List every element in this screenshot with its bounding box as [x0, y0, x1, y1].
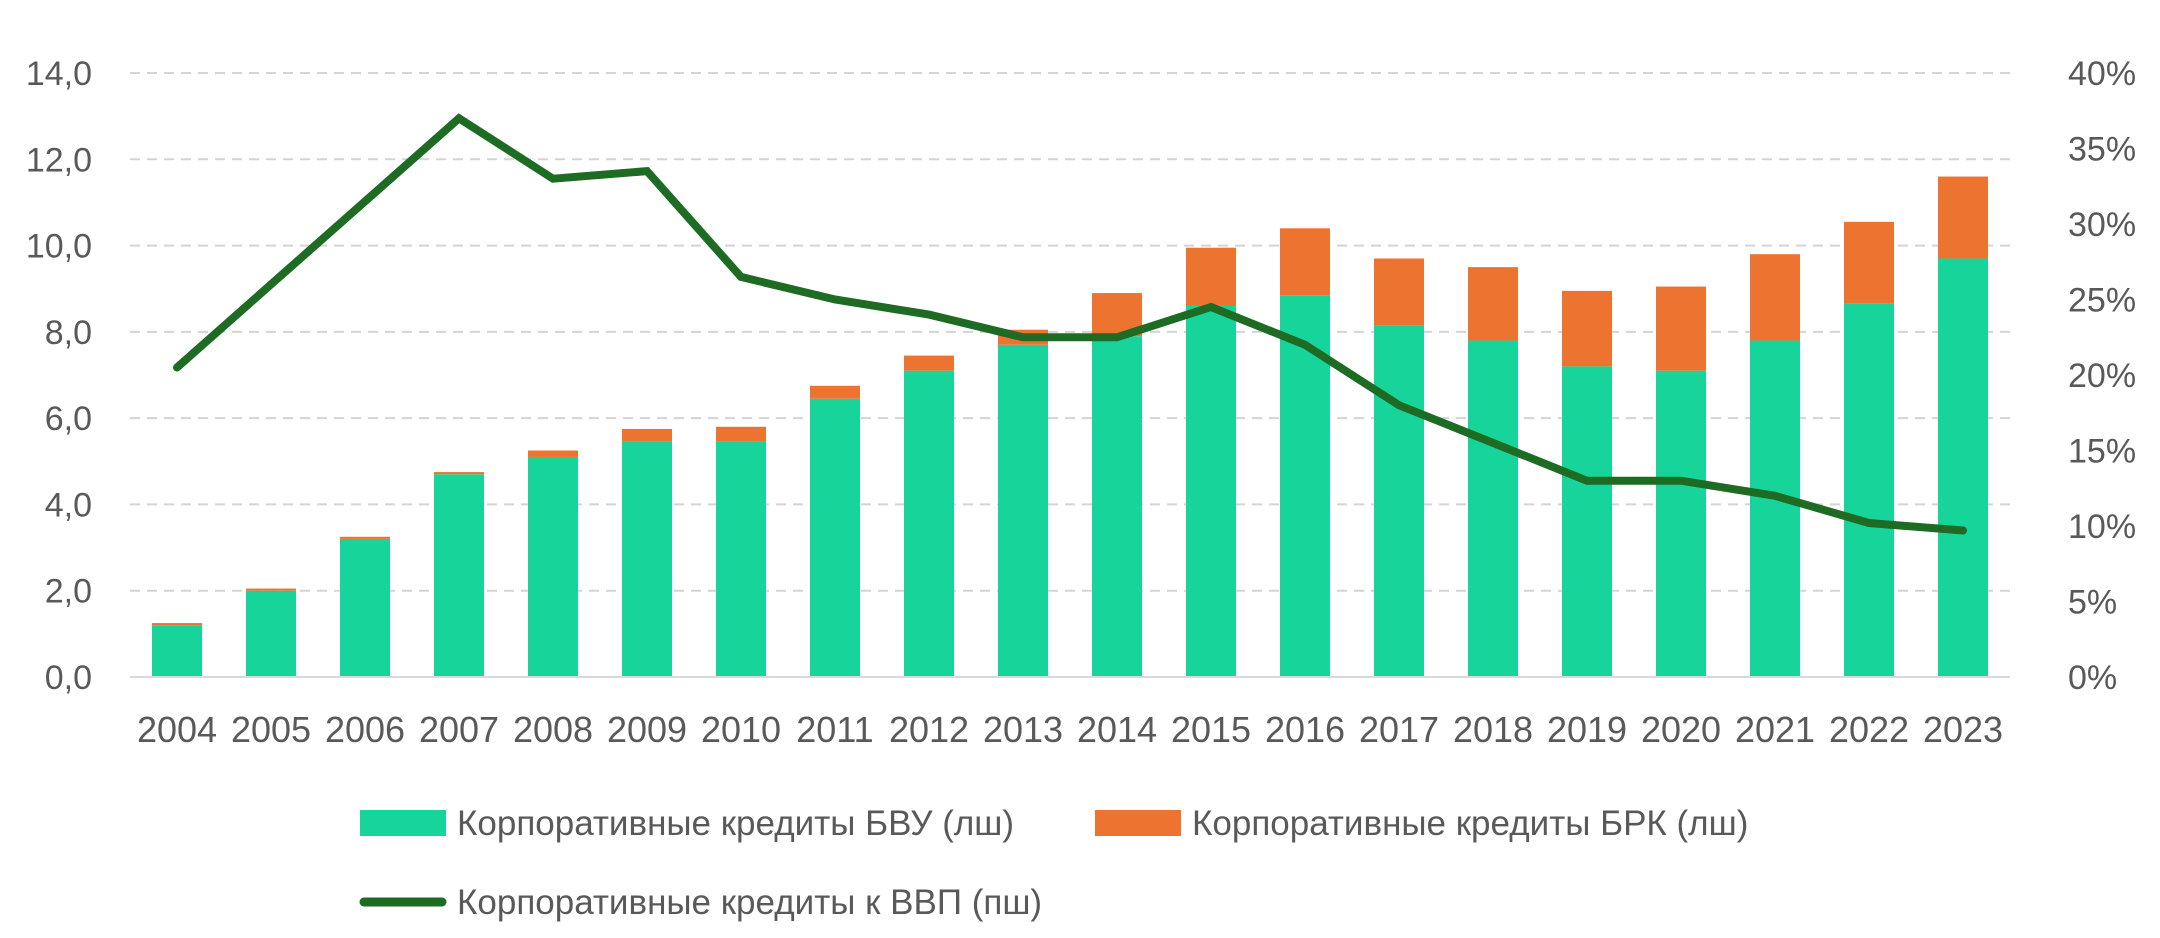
y-left-tick-label: 14,0 — [26, 55, 92, 93]
legend: Корпоративные кредиты БВУ (лш) Корпоратив… — [359, 804, 1748, 922]
bar-brk-2019 — [1562, 290, 1612, 367]
x-tick-label: 2006 — [325, 709, 405, 750]
y-left-tick-label: 6,0 — [45, 400, 92, 438]
x-tick-label: 2012 — [889, 709, 969, 750]
bar-brk-2015 — [1186, 247, 1236, 306]
x-tick-label: 2017 — [1359, 709, 1439, 750]
x-tick-label: 2010 — [701, 709, 781, 750]
x-tick-label: 2022 — [1829, 709, 1909, 750]
bar-brk-2016 — [1280, 228, 1330, 296]
axes: 0,0 2,0 4,0 6,0 8,0 10,0 12,0 14,0 0% 5% 10% 15% 20%… — [26, 55, 2136, 750]
bar-bvu-2012 — [904, 370, 954, 677]
y-right-tick-label: 20% — [2068, 357, 2136, 395]
x-tick-label: 2021 — [1735, 709, 1815, 750]
x-tick-label: 2019 — [1547, 709, 1627, 750]
y-left-tick-label: 0,0 — [45, 659, 92, 697]
bar-brk-2021 — [1750, 254, 1800, 341]
x-tick-label: 2020 — [1641, 709, 1721, 750]
y-left-tick-label: 2,0 — [45, 573, 92, 611]
y-right-tick-label: 40% — [2068, 55, 2136, 93]
bar-brk-2011 — [810, 385, 860, 399]
y-right-tick-label: 5% — [2068, 584, 2117, 622]
x-tick-label: 2018 — [1453, 709, 1533, 750]
bar-bvu-2013 — [998, 344, 1048, 677]
y-right-tick-label: 15% — [2068, 433, 2136, 471]
bar-bvu-2005 — [246, 590, 296, 677]
x-tick-label: 2007 — [419, 709, 499, 750]
bar-brk-2017 — [1374, 258, 1424, 326]
legend-label: Корпоративные кредиты к ВВП (пш) — [457, 883, 1042, 922]
bar-brk-2004 — [152, 623, 202, 626]
line-gdp-ratio — [173, 113, 1967, 535]
bar-bvu-2021 — [1750, 340, 1800, 677]
y-right-tick-label: 0% — [2068, 659, 2117, 697]
y-left-tick-label: 8,0 — [45, 314, 92, 352]
legend-item: Корпоративные кредиты к ВВП (пш) — [359, 883, 1042, 922]
x-tick-label: 2014 — [1077, 709, 1157, 750]
bar-brk-2020 — [1656, 286, 1706, 371]
x-tick-label: 2008 — [513, 709, 593, 750]
x-tick-label: 2015 — [1171, 709, 1251, 750]
bar-bvu-2009 — [622, 441, 672, 677]
bar-bvu-2022 — [1844, 303, 1894, 677]
bar-brk-2009 — [622, 428, 672, 442]
bar-bvu-2011 — [810, 398, 860, 677]
bar-brk-2010 — [716, 426, 766, 442]
x-tick-label: 2004 — [137, 709, 217, 750]
bar-bvu-2007 — [434, 474, 484, 677]
y-right-tick-label: 25% — [2068, 282, 2136, 320]
bar-bvu-2019 — [1562, 366, 1612, 677]
bar-bvu-2010 — [716, 441, 766, 677]
y-right-tick-label: 30% — [2068, 206, 2136, 244]
bar-series — [152, 176, 1988, 677]
line-series — [173, 113, 1967, 535]
bar-bvu-2014 — [1092, 336, 1142, 677]
y-left-tick-label: 4,0 — [45, 486, 92, 524]
x-tick-label: 2013 — [983, 709, 1063, 750]
x-tick-label: 2011 — [796, 709, 873, 750]
bar-brk-2022 — [1844, 221, 1894, 304]
y-left-tick-label: 10,0 — [26, 228, 92, 266]
legend-swatch — [1095, 810, 1181, 836]
y-left-tick-label: 12,0 — [26, 141, 92, 179]
x-tick-label: 2023 — [1923, 709, 2003, 750]
y-right-tick-label: 10% — [2068, 508, 2136, 546]
bar-brk-2023 — [1938, 176, 1988, 259]
bar-brk-2012 — [904, 355, 954, 371]
legend-label: Корпоративные кредиты БРК (лш) — [1192, 804, 1748, 843]
bar-brk-2005 — [246, 588, 296, 591]
bar-brk-2006 — [340, 536, 390, 539]
bar-bvu-2004 — [152, 625, 202, 677]
bar-bvu-2023 — [1938, 258, 1988, 677]
legend-item: Корпоративные кредиты БВУ (лш) — [360, 804, 1014, 843]
x-tick-label: 2016 — [1265, 709, 1345, 750]
bar-bvu-2006 — [340, 538, 390, 677]
bar-brk-2018 — [1468, 267, 1518, 341]
legend-item: Корпоративные кредиты БРК (лш) — [1095, 804, 1748, 843]
y-right-tick-label: 35% — [2068, 131, 2136, 169]
legend-swatch — [360, 810, 446, 836]
gridlines — [130, 72, 2010, 592]
bar-bvu-2015 — [1186, 305, 1236, 677]
x-tick-label: 2005 — [231, 709, 311, 750]
bar-bvu-2020 — [1656, 370, 1706, 677]
x-tick-label: 2009 — [607, 709, 687, 750]
bar-brk-2007 — [434, 472, 484, 475]
bar-bvu-2017 — [1374, 325, 1424, 677]
bar-bvu-2018 — [1468, 340, 1518, 677]
bar-bvu-2008 — [528, 456, 578, 677]
bar-brk-2008 — [528, 450, 578, 457]
legend-label: Корпоративные кредиты БВУ (лш) — [457, 804, 1014, 843]
